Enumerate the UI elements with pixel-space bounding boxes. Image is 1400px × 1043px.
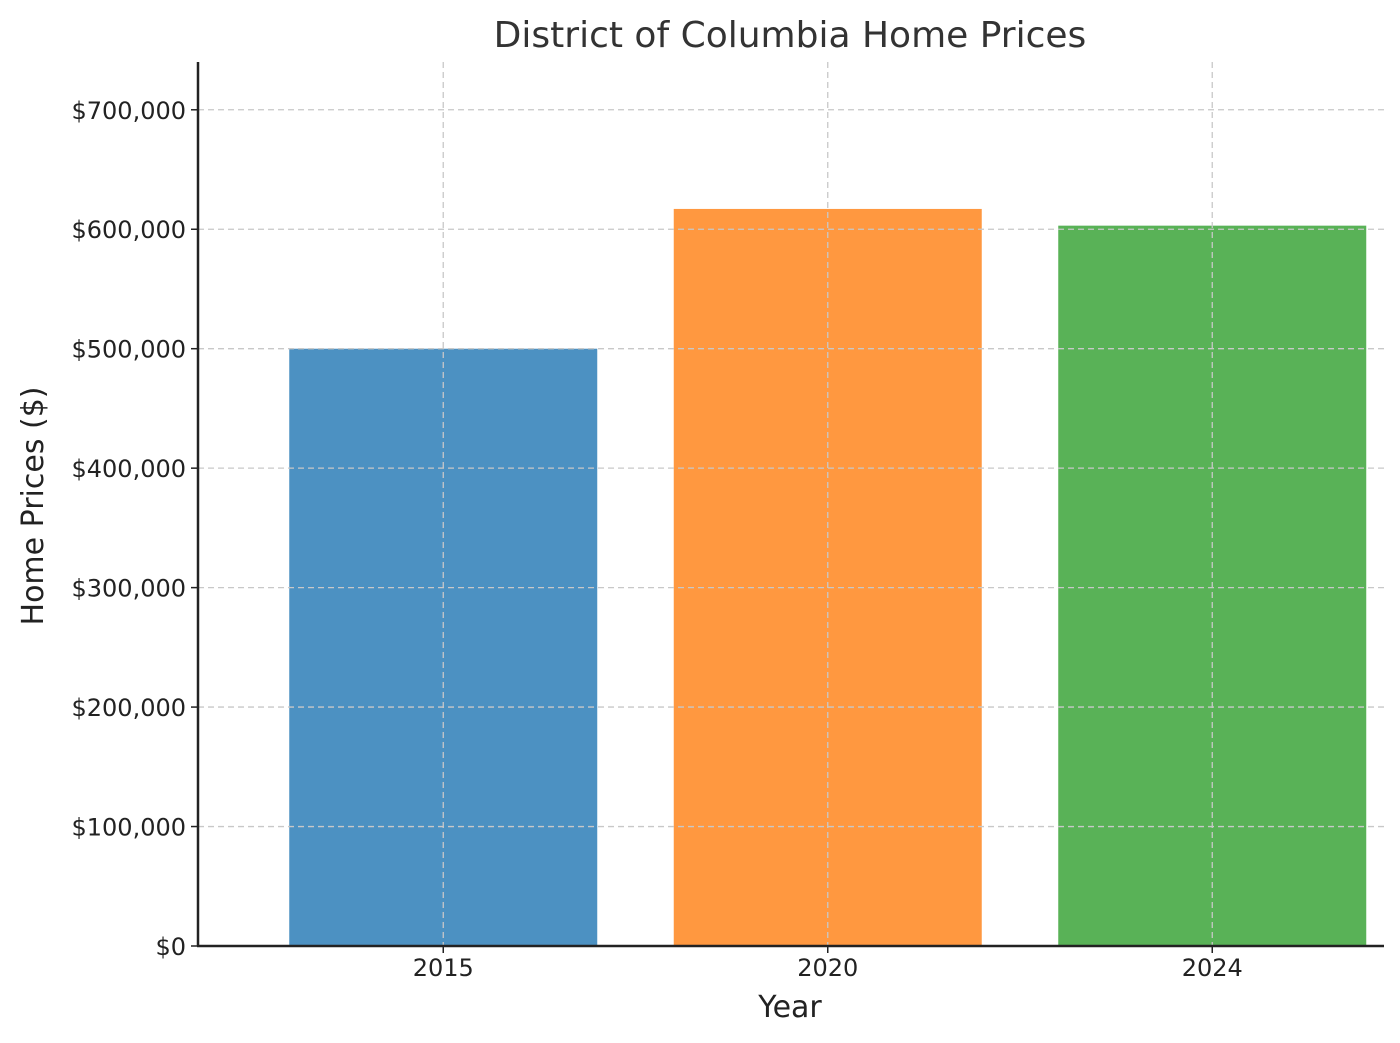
x-axis-ticks: 2015 2020 2024 — [413, 946, 1243, 982]
x-tick-label: 2024 — [1182, 954, 1243, 982]
y-axis-label: Home Prices ($) — [16, 387, 51, 626]
y-axis-ticks: $0 $100,000 $200,000 $300,000 $400,000 $500,0… — [71, 97, 198, 961]
x-tick-label: 2015 — [413, 954, 474, 982]
x-axis-label: Year — [757, 990, 822, 1025]
y-tick-label: $500,000 — [71, 336, 186, 364]
chart-title: District of Columbia Home Prices — [494, 15, 1087, 56]
y-tick-label: $100,000 — [71, 814, 186, 842]
grid — [198, 62, 1384, 946]
y-tick-label: $200,000 — [71, 694, 186, 722]
x-tick-label: 2020 — [797, 954, 858, 982]
y-tick-label: $700,000 — [71, 97, 186, 125]
y-tick-label: $400,000 — [71, 455, 186, 483]
y-tick-label: $300,000 — [71, 575, 186, 603]
y-tick-label: $0 — [155, 933, 186, 961]
y-tick-label: $600,000 — [71, 216, 186, 244]
